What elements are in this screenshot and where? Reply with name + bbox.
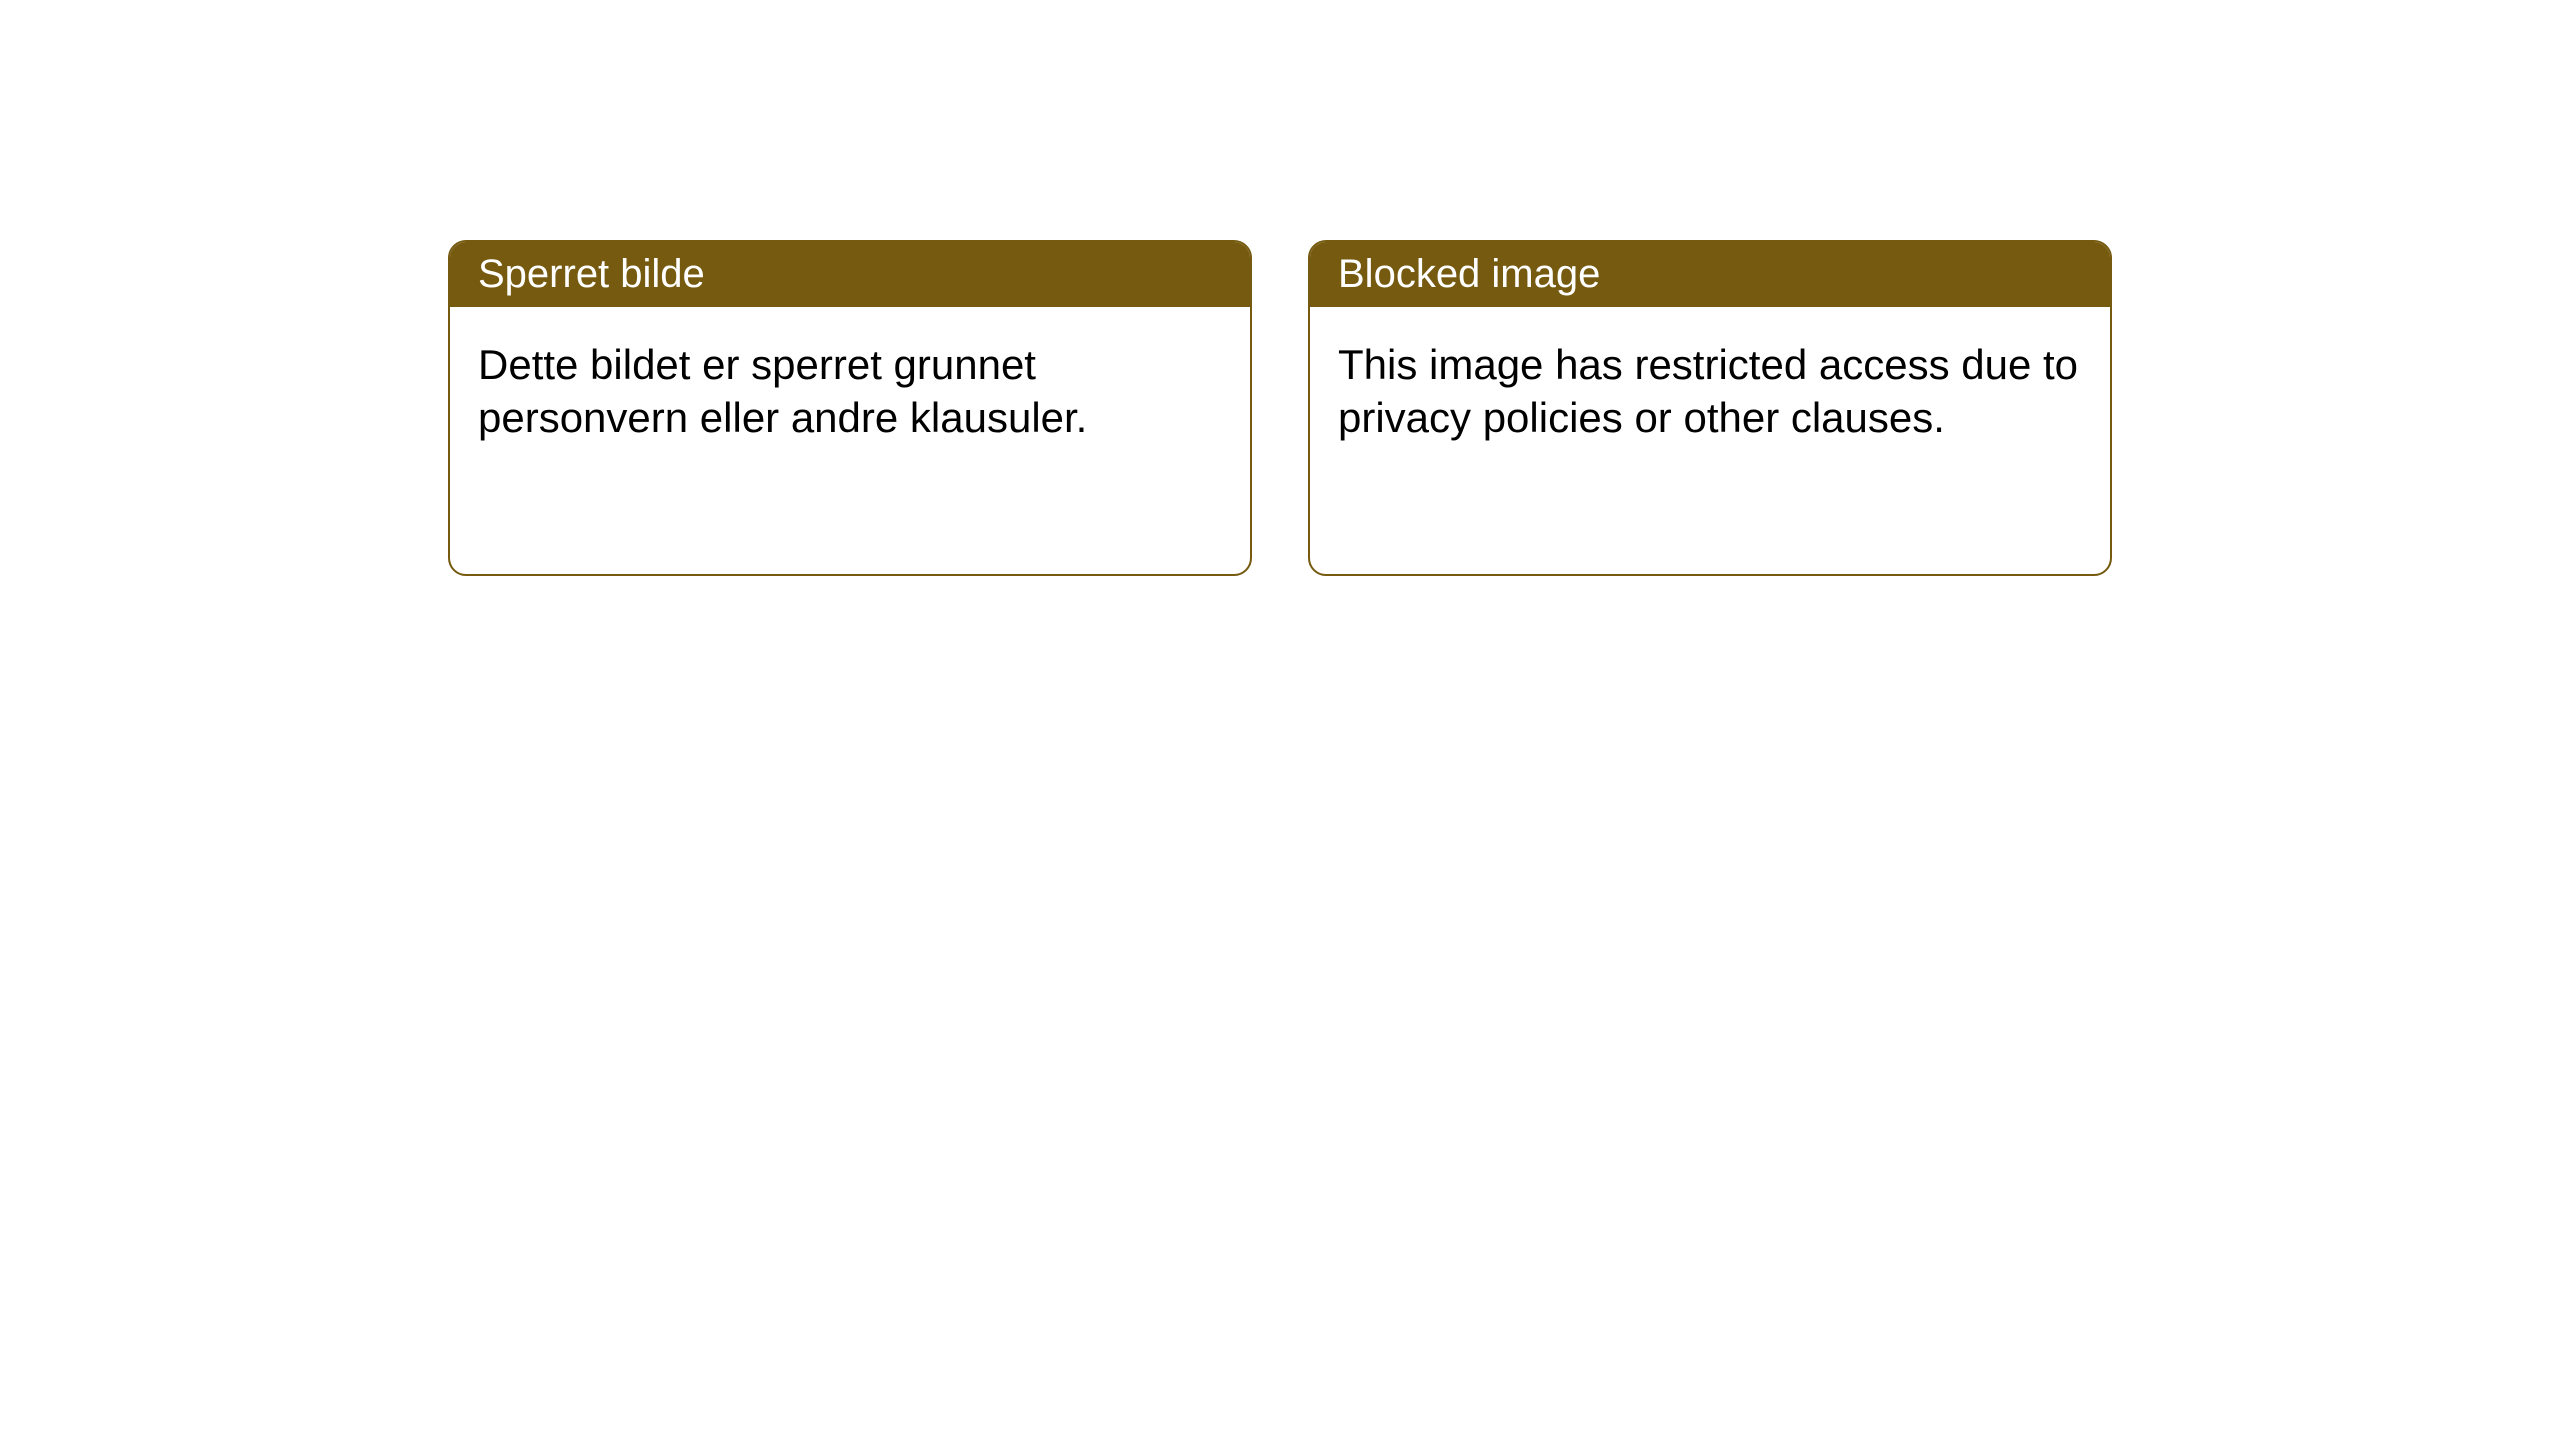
card-title-english: Blocked image [1310, 242, 2110, 307]
card-title-norwegian: Sperret bilde [450, 242, 1250, 307]
blocked-image-card-english: Blocked image This image has restricted … [1308, 240, 2112, 576]
card-body-norwegian: Dette bildet er sperret grunnet personve… [450, 307, 1250, 476]
card-body-english: This image has restricted access due to … [1310, 307, 2110, 476]
notice-container: Sperret bilde Dette bildet er sperret gr… [0, 0, 2560, 576]
blocked-image-card-norwegian: Sperret bilde Dette bildet er sperret gr… [448, 240, 1252, 576]
